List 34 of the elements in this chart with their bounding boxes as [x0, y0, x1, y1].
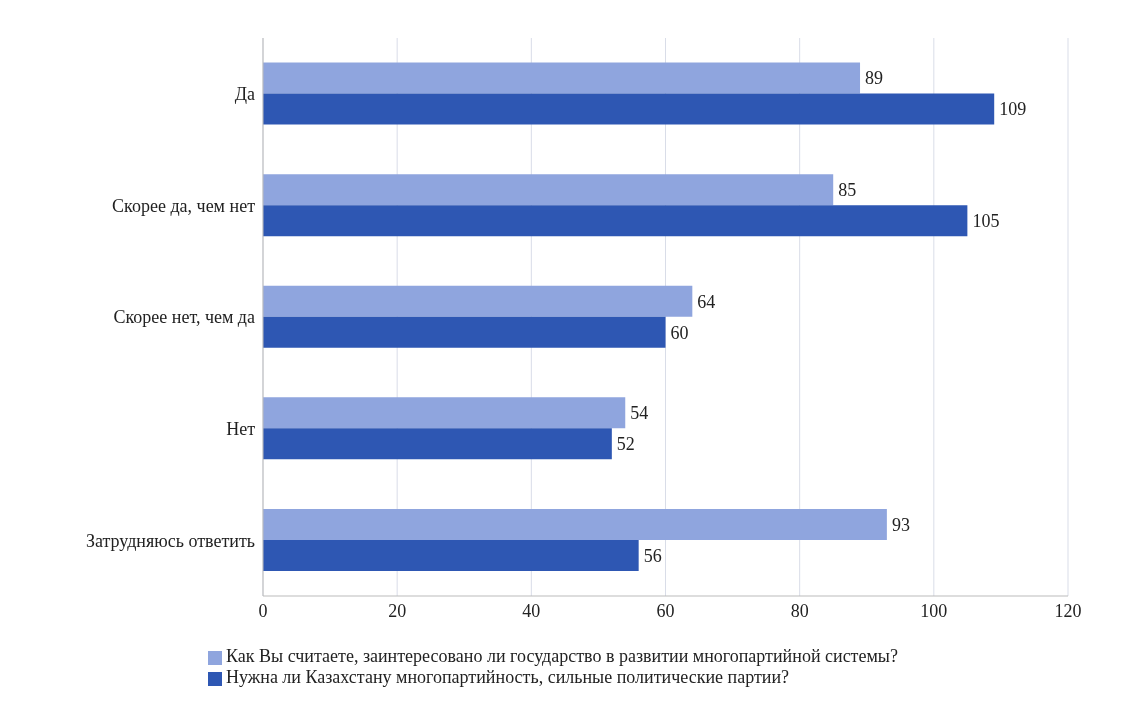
data-label: 54 [630, 403, 649, 424]
bar [263, 539, 639, 571]
data-label: 56 [643, 545, 662, 566]
bar [263, 428, 612, 460]
y-tick-label: Скорее нет, чем да [113, 307, 256, 328]
bar [263, 62, 861, 94]
bar [263, 285, 693, 317]
bar [263, 205, 968, 237]
bar [263, 174, 834, 206]
x-tick-label: 0 [258, 600, 268, 621]
data-label: 105 [972, 211, 1000, 232]
x-tick-label: 20 [388, 600, 407, 621]
x-tick-label: 60 [656, 600, 675, 621]
bar [263, 93, 995, 125]
x-tick-label: 80 [790, 600, 809, 621]
y-tick-label: Скорее да, чем нет [112, 195, 256, 216]
bar [263, 397, 626, 429]
y-tick-label: Нет [226, 418, 256, 439]
x-tick-label: 120 [1054, 600, 1082, 621]
legend-label: Нужна ли Казахстану многопартийность, сильные политические партии? [226, 667, 790, 687]
x-tick-label: 40 [522, 600, 541, 621]
data-label: 60 [670, 322, 689, 343]
data-label: 93 [891, 514, 910, 535]
x-tick-label: 100 [920, 600, 948, 621]
data-label: 64 [697, 291, 716, 312]
bar [263, 508, 887, 540]
data-label: 52 [616, 434, 635, 455]
y-tick-label: Да [234, 84, 255, 105]
legend-label: Как Вы считаете, заинтересовано ли государство в развитии многопартийной системы? [226, 646, 898, 666]
bar [263, 316, 666, 348]
data-label: 89 [865, 68, 884, 89]
y-tick-label: Затрудняюсь ответить [85, 530, 255, 551]
data-label: 85 [838, 180, 857, 201]
data-label: 109 [999, 99, 1027, 120]
